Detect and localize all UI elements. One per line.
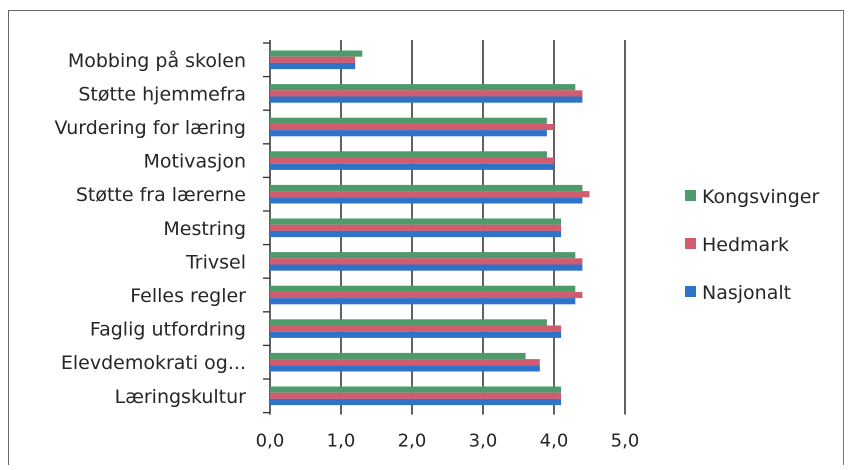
bar-hedmark [270,157,554,164]
bar-hedmark [270,90,583,97]
bar-kongsvinger [270,184,583,192]
category-label: Mestring [163,218,246,240]
bar-kongsvinger [270,319,547,326]
bar-hedmark [270,291,583,299]
bar-nasjonalt [270,298,576,305]
bar-hedmark [270,191,590,198]
bar-hedmark [270,359,540,366]
category-axis [263,40,271,415]
bar-nasjonalt [270,130,547,137]
bar-nasjonalt [270,62,356,70]
x-tick-label: 3,0 [469,431,498,452]
bar-kongsvinger [270,84,576,91]
legend-label: Hedmark [702,234,789,256]
bar-kongsvinger [270,218,562,225]
bar-kongsvinger [270,285,576,292]
x-tick-labels: 0,0 1,0 2,0 3,0 4,0 5,0 [256,431,640,452]
x-tick-label: 2,0 [398,431,427,452]
category-labels: Mobbing på skolen Støtte hjemmefra Vurderi… [54,49,246,408]
category-label: Faglig utfordring [90,319,246,341]
x-tick-label: 4,0 [540,431,569,452]
category-label: Elevdemokrati og... [61,352,246,374]
legend-swatch-nasjonalt [685,286,696,297]
x-tick-label: 5,0 [611,431,640,452]
bar-kongsvinger [270,352,526,360]
bar-kongsvinger [270,386,562,393]
x-tick-label: 1,0 [327,431,356,452]
x-tick-label: 0,0 [256,431,285,452]
bar-hedmark [270,56,356,63]
bar-nasjonalt [270,163,554,170]
category-label: Støtte fra lærerne [76,184,246,206]
bar-nasjonalt [270,96,583,103]
bar-hedmark [270,224,562,231]
bar-kongsvinger [270,252,576,259]
bar-nasjonalt [270,365,540,372]
bar-nasjonalt [270,398,562,406]
chart-frame [8,10,844,465]
bar-nasjonalt [270,197,583,204]
bar-kongsvinger [270,117,547,124]
legend-swatch-hedmark [685,238,696,249]
legend-swatch-kongsvinger [685,190,696,201]
bar-hedmark [270,392,562,399]
bars [270,50,590,406]
category-label: Trivsel [185,251,246,273]
legend-label: Kongsvinger [702,186,819,208]
bar-hedmark [270,123,554,131]
legend: Kongsvinger Hedmark Nasjonalt [685,186,819,304]
category-label: Motivasjon [144,151,246,173]
legend-label: Nasjonalt [702,282,791,304]
category-label: Støtte hjemmefra [78,83,246,105]
bar-hedmark [270,258,583,265]
bar-nasjonalt [270,331,562,338]
category-label: Mobbing på skolen [68,49,246,72]
bar-hedmark [270,325,562,332]
bar-nasjonalt [270,230,562,238]
category-label: Felles regler [130,285,246,307]
bar-kongsvinger [270,151,547,158]
category-label: Læringskultur [115,386,247,408]
category-label: Vurdering for læring [54,117,246,139]
bar-nasjonalt [270,264,583,271]
bar-kongsvinger [270,50,363,57]
